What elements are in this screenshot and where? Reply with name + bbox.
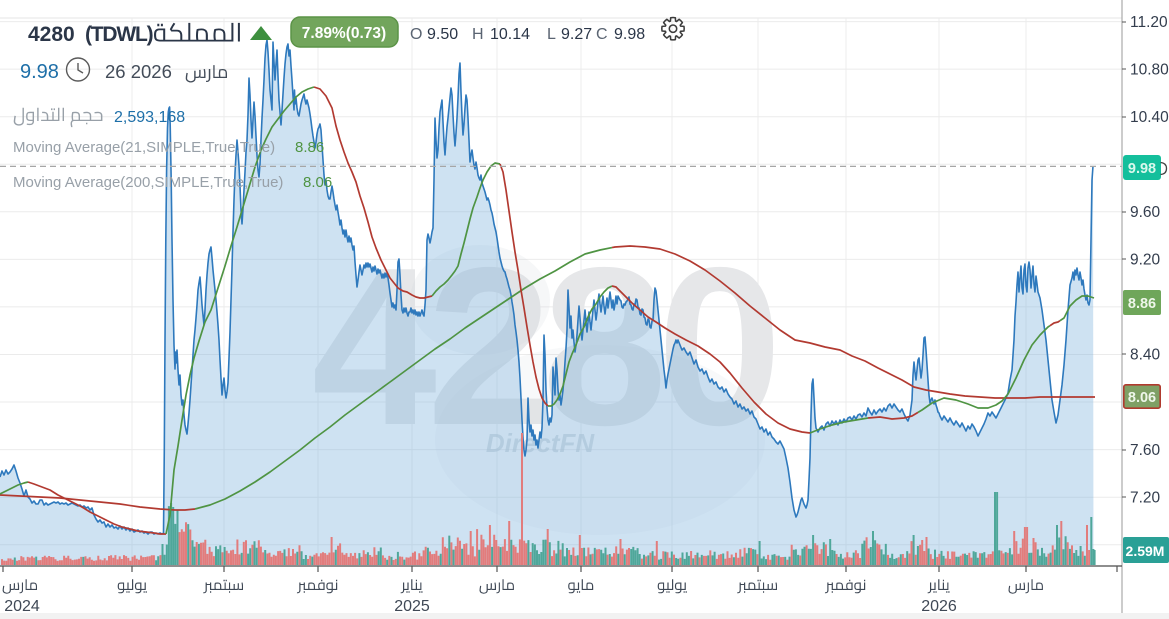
svg-text:H: H bbox=[472, 26, 484, 43]
svg-text:8.86: 8.86 bbox=[295, 139, 324, 156]
svg-text:4280: 4280 bbox=[28, 23, 75, 46]
svg-text:8.06: 8.06 bbox=[1128, 390, 1156, 406]
svg-text:O: O bbox=[410, 26, 422, 43]
svg-text:7.20: 7.20 bbox=[1130, 489, 1161, 506]
svg-text:(TDWL): (TDWL) bbox=[85, 23, 153, 46]
svg-text:2024: 2024 bbox=[4, 598, 40, 615]
svg-text:8.86: 8.86 bbox=[1128, 296, 1156, 312]
svg-text:9.20: 9.20 bbox=[1130, 252, 1161, 269]
svg-text:9.98: 9.98 bbox=[614, 26, 645, 43]
svg-text:26 2026: 26 2026 bbox=[105, 61, 172, 82]
svg-text:8.40: 8.40 bbox=[1130, 347, 1161, 364]
svg-text:9.50: 9.50 bbox=[427, 26, 458, 43]
svg-text:4280: 4280 bbox=[312, 220, 773, 472]
svg-text:Moving Average(200,SIMPLE,True: Moving Average(200,SIMPLE,True,True) bbox=[13, 174, 283, 191]
svg-text:10.14: 10.14 bbox=[490, 26, 530, 43]
svg-text:2025: 2025 bbox=[394, 598, 430, 615]
svg-text:2026: 2026 bbox=[921, 598, 957, 615]
svg-text:10.80: 10.80 bbox=[1130, 61, 1169, 78]
svg-text:10.40: 10.40 bbox=[1130, 109, 1169, 126]
svg-text:L: L bbox=[547, 26, 556, 43]
svg-text:9.60: 9.60 bbox=[1130, 204, 1161, 221]
svg-text:9.98: 9.98 bbox=[20, 61, 59, 83]
svg-text:11.20: 11.20 bbox=[1130, 14, 1168, 31]
svg-text:C: C bbox=[596, 26, 608, 43]
svg-text:7.60: 7.60 bbox=[1130, 442, 1161, 459]
svg-text:2,593,168: 2,593,168 bbox=[114, 109, 185, 126]
svg-text:9.98: 9.98 bbox=[1128, 161, 1156, 177]
svg-text:2.59M: 2.59M bbox=[1126, 543, 1165, 559]
svg-text:Moving Average(21,SIMPLE,True,: Moving Average(21,SIMPLE,True,True) bbox=[13, 139, 275, 156]
svg-text:8.06: 8.06 bbox=[303, 174, 332, 191]
svg-text:9.27: 9.27 bbox=[561, 26, 592, 43]
svg-text:7.89%(0.73): 7.89%(0.73) bbox=[302, 25, 386, 42]
